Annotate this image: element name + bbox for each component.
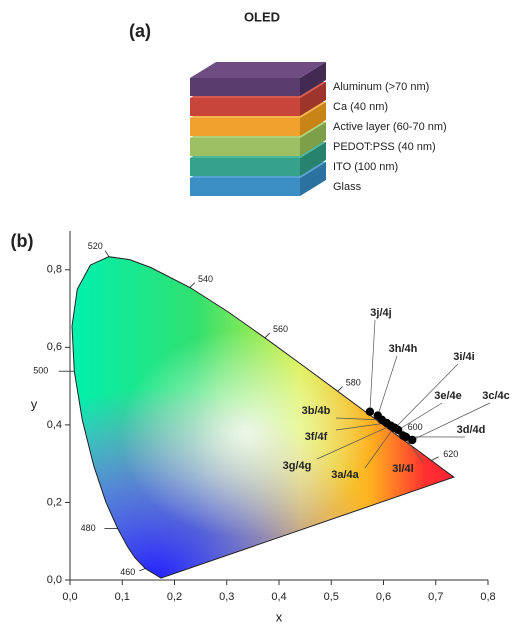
- x-tick-label: 0,6: [376, 591, 391, 603]
- x-tick-label: 0,5: [324, 591, 339, 603]
- layer-front: [190, 158, 300, 176]
- leader-line: [370, 320, 375, 412]
- wavelength-label: 540: [198, 274, 213, 284]
- wavelength-tick: [338, 387, 343, 392]
- wavelength-tick: [265, 333, 270, 338]
- x-tick-label: 0,7: [428, 591, 443, 603]
- point-label: 3g/4g: [283, 460, 312, 472]
- panel-label: (a): [129, 21, 151, 41]
- wavelength-tick: [139, 568, 145, 570]
- point-label: 3j/4j: [370, 307, 391, 319]
- point-label: 3f/4f: [305, 431, 328, 443]
- point-label: 3a/4a: [331, 469, 359, 481]
- wavelength-label: 500: [33, 366, 48, 376]
- layer-front: [190, 178, 300, 196]
- layer-label: Active layer (60-70 nm): [333, 121, 447, 133]
- point-label: 3e/4e: [434, 390, 462, 402]
- cie-plot: 460 480 500 520 540 560 580 600 620 0,0 0,1 0,2 0,3 0…: [31, 231, 510, 624]
- layer-label: ITO (100 nm): [333, 161, 398, 173]
- wavelength-label: 600: [408, 422, 423, 432]
- wavelength-label: 560: [273, 324, 288, 334]
- wavelength-label: 480: [81, 523, 96, 533]
- point-label: 3c/4c: [482, 390, 510, 402]
- stack-title: OLED: [244, 9, 280, 24]
- x-tick-label: 0,2: [167, 591, 182, 603]
- layer-label: PEDOT:PSS (40 nm): [333, 141, 436, 153]
- y-axis-label: y: [31, 396, 38, 411]
- point-label: 3i/4i: [453, 351, 474, 363]
- y-tick-label: 0,0: [47, 574, 62, 586]
- layer-stack: Aluminum (>70 nm) Ca (40 nm) Active layer …: [190, 62, 447, 196]
- layer-front: [190, 78, 300, 96]
- layer-front: [190, 98, 300, 116]
- wavelength-label: 580: [346, 378, 361, 388]
- point-label: 3d/4d: [457, 424, 486, 436]
- gamut: [70, 231, 488, 580]
- point-label: 3b/4b: [302, 405, 331, 417]
- layer-front: [190, 118, 300, 136]
- data-point: [399, 432, 407, 440]
- layer-front: [190, 138, 300, 156]
- wavelength-label: 620: [443, 449, 458, 459]
- wavelength-label: 520: [88, 241, 103, 251]
- wavelength-tick: [431, 457, 438, 461]
- wavelength-label: 460: [120, 567, 135, 577]
- y-tick-label: 0,4: [47, 419, 62, 431]
- x-tick-label: 0,3: [219, 591, 234, 603]
- layer-label: Aluminum (>70 nm): [333, 81, 429, 93]
- leader-line: [378, 356, 397, 416]
- panel-label: (b): [11, 231, 34, 251]
- data-point: [390, 423, 398, 431]
- wavelength-tick: [190, 283, 195, 288]
- page: (a) OLED (b) Aluminum (>70 nm) Ca (40 nm)…: [0, 0, 512, 628]
- y-tick-label: 0,8: [47, 264, 62, 276]
- x-tick-label: 0,1: [115, 591, 130, 603]
- layer-label: Ca (40 nm): [333, 101, 388, 113]
- point-label: 3h/4h: [389, 343, 418, 355]
- x-tick-label: 0,4: [271, 591, 286, 603]
- y-tick-label: 0,6: [47, 341, 62, 353]
- x-tick-label: 0,8: [480, 591, 495, 603]
- x-axis-label: x: [276, 609, 283, 624]
- x-tick-label: 0,0: [62, 591, 77, 603]
- wavelength-tick: [105, 251, 109, 257]
- y-tick-label: 0,2: [47, 496, 62, 508]
- layer-label: Glass: [333, 181, 362, 193]
- data-point: [366, 408, 374, 416]
- point-label: 3l/4l: [392, 463, 413, 475]
- gamut-fill: [70, 231, 488, 580]
- figure: (a) OLED (b) Aluminum (>70 nm) Ca (40 nm)…: [0, 0, 512, 628]
